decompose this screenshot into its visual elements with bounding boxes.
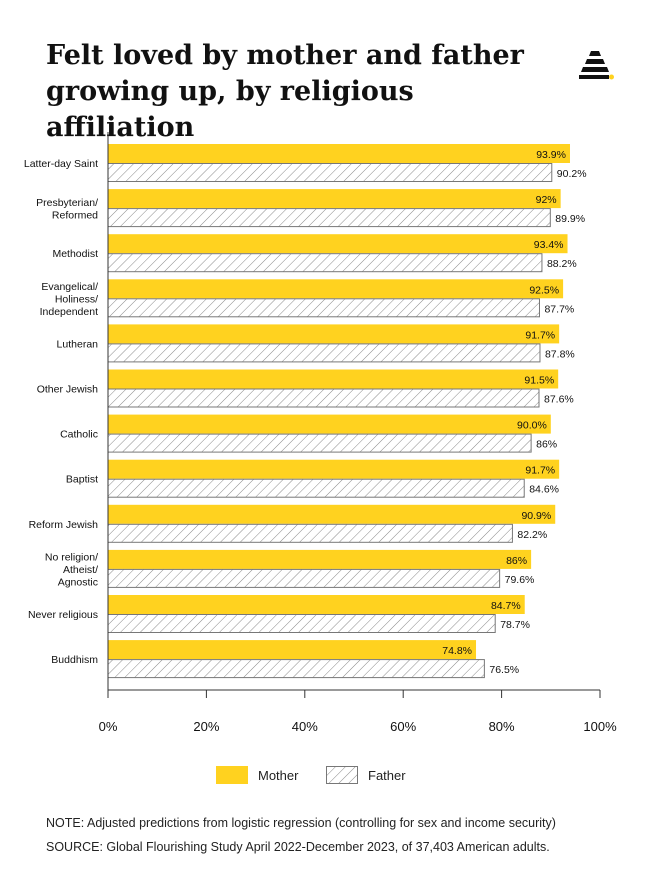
bar-mother-value-label: 92% xyxy=(536,194,557,206)
x-tick-label: 40% xyxy=(292,719,318,734)
bar-father xyxy=(107,298,540,318)
category-label: Never religious xyxy=(28,609,98,621)
bar-mother xyxy=(108,369,559,389)
bar-mother-value-label: 91.5% xyxy=(524,375,554,387)
bar-mother xyxy=(108,595,525,614)
bar-father-value-label: 82.2% xyxy=(517,529,547,541)
bar-father xyxy=(107,523,513,543)
category-label: Methodist xyxy=(52,248,98,260)
category-label: No religion/ xyxy=(45,551,98,563)
legend-label-father: Father xyxy=(368,768,406,783)
bar-father-value-label: 89.9% xyxy=(555,213,585,225)
legend: Mother Father xyxy=(0,766,658,786)
bar-mother xyxy=(108,504,556,524)
bar-mother-value-label: 86% xyxy=(506,555,527,567)
x-tick-label: 80% xyxy=(489,719,515,734)
bar-mother-value-label: 84.7% xyxy=(491,600,521,612)
x-tick-label: 100% xyxy=(583,719,617,734)
bar-mother xyxy=(108,189,561,209)
legend-swatch-father xyxy=(326,766,358,784)
category-label: Agnostic xyxy=(58,576,98,588)
bar-father xyxy=(107,659,485,679)
bar-father-value-label: 90.2% xyxy=(557,168,587,180)
category-label: Reformed xyxy=(52,209,98,221)
bar-mother-value-label: 93.4% xyxy=(534,239,564,251)
category-label: Other Jewish xyxy=(37,384,98,396)
category-label: Baptist xyxy=(66,474,98,486)
bar-mother-value-label: 92.5% xyxy=(529,284,559,296)
bar-father-value-label: 87.8% xyxy=(545,348,575,360)
bar-father-value-label: 84.6% xyxy=(529,484,559,496)
category-label: Holiness/ xyxy=(55,293,98,305)
bar-father-value-label: 79.6% xyxy=(505,574,535,586)
bar-father-value-label: 76.5% xyxy=(489,664,519,676)
bar-father xyxy=(107,433,532,453)
bar-father-value-label: 87.6% xyxy=(544,394,574,406)
category-label: Atheist/ xyxy=(63,564,98,576)
source-text: SOURCE: Global Flourishing Study April 2… xyxy=(46,840,550,854)
bar-mother-value-label: 91.7% xyxy=(525,329,555,341)
bar-mother xyxy=(108,459,560,479)
note-text: NOTE: Adjusted predictions from logistic… xyxy=(46,816,556,830)
bar-father xyxy=(107,253,543,273)
bar-mother-value-label: 93.9% xyxy=(536,149,566,161)
bar-father xyxy=(107,343,541,363)
bar-father xyxy=(107,163,553,182)
category-label: Evangelical/ xyxy=(41,281,98,293)
x-tick-label: 60% xyxy=(390,719,416,734)
beehive-logo-icon xyxy=(579,51,614,80)
category-label: Catholic xyxy=(60,429,98,441)
bar-father xyxy=(107,208,551,228)
bar-father xyxy=(107,614,496,633)
bar-father-value-label: 86% xyxy=(536,439,557,451)
bar-father-value-label: 88.2% xyxy=(547,258,577,270)
bar-mother-value-label: 90.0% xyxy=(517,420,547,432)
legend-label-mother: Mother xyxy=(258,768,299,783)
bar-father xyxy=(107,478,525,498)
bar-mother xyxy=(108,549,532,569)
bar-mother xyxy=(108,324,560,344)
bar-mother xyxy=(108,414,551,434)
bar-father-value-label: 87.7% xyxy=(544,303,574,315)
bar-mother xyxy=(108,640,477,660)
legend-swatch-mother xyxy=(216,766,248,784)
category-label: Buddhism xyxy=(51,654,98,666)
chart-title: Felt loved by mother and father growing … xyxy=(46,40,524,143)
x-tick-label: 20% xyxy=(193,719,219,734)
category-label: Presbyterian/ xyxy=(36,197,98,209)
x-tick-label: 0% xyxy=(99,719,118,734)
bar-father xyxy=(107,388,540,408)
bar-mother-value-label: 74.8% xyxy=(442,645,472,657)
bar-mother xyxy=(108,279,564,299)
category-label: Lutheran xyxy=(57,338,99,350)
bar-mother-value-label: 91.7% xyxy=(525,465,555,477)
bar-mother xyxy=(108,144,570,163)
category-label: Latter-day Saint xyxy=(24,158,98,170)
category-label: Independent xyxy=(40,306,98,318)
category-label: Reform Jewish xyxy=(29,519,99,531)
bar-mother-value-label: 90.9% xyxy=(521,510,551,522)
bar-father-value-label: 78.7% xyxy=(500,619,530,631)
bar-mother xyxy=(108,234,568,254)
bar-father xyxy=(107,568,501,588)
